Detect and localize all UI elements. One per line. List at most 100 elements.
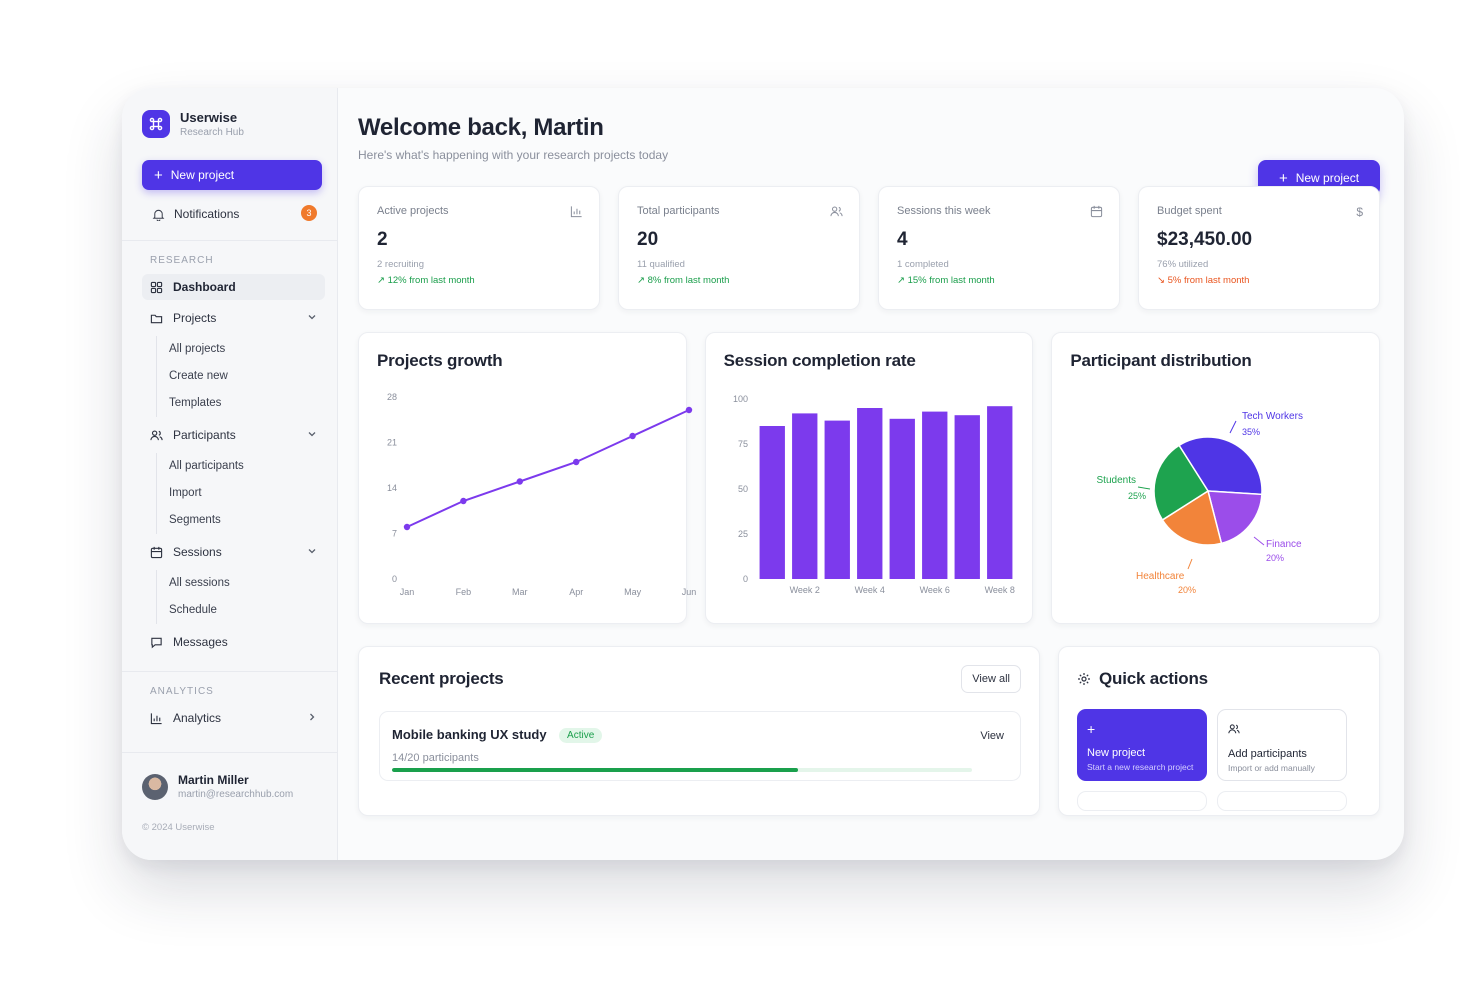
quick-action-sub: Start a new research project bbox=[1087, 762, 1194, 772]
sidebar: Userwise Research Hub + New project Noti… bbox=[122, 88, 338, 860]
sidebar-item-messages[interactable]: Messages bbox=[142, 629, 325, 655]
sidebar-new-project-label: New project bbox=[170, 168, 235, 182]
y-tick-label: 100 bbox=[733, 394, 748, 404]
participant-distribution-title: Participant distribution bbox=[1070, 351, 1252, 370]
subnav-import[interactable]: Import bbox=[169, 487, 202, 499]
data-point bbox=[685, 406, 693, 414]
x-tick-label: Jun bbox=[682, 587, 697, 597]
bar bbox=[921, 411, 948, 579]
users-icon bbox=[830, 206, 843, 217]
stat-sub: 1 completed bbox=[897, 259, 949, 270]
stat-value: 20 bbox=[637, 229, 659, 250]
quick-action-placeholder[interactable] bbox=[1217, 791, 1347, 811]
session-completion-card: Session completion rate 0 25 50 75 100 Week 2… bbox=[704, 332, 1034, 624]
project-view-link[interactable]: View bbox=[980, 730, 1004, 742]
subnav-schedule[interactable]: Schedule bbox=[169, 604, 217, 616]
projects-subnav: All projects Create new Templates bbox=[156, 336, 325, 417]
quick-action-title: Add participants bbox=[1228, 748, 1307, 760]
y-tick-label: 0 bbox=[743, 574, 748, 584]
subnav-segments[interactable]: Segments bbox=[169, 514, 221, 526]
stat-title: Budget spent bbox=[1157, 205, 1222, 217]
quick-action-sub: Import or add manually bbox=[1228, 763, 1315, 773]
slice-label: Finance bbox=[1266, 539, 1302, 550]
stat-card-total-participants[interactable]: Total participants 20 11 qualified ↗ 8% … bbox=[618, 186, 860, 310]
stats-row: Active projects 2 2 recruiting ↗ 12% fro… bbox=[358, 186, 1380, 310]
stat-sub: 2 recruiting bbox=[377, 259, 424, 270]
data-point bbox=[629, 432, 636, 440]
subnav-templates[interactable]: Templates bbox=[169, 397, 222, 409]
sidebar-new-project-button[interactable]: + New project bbox=[142, 160, 322, 190]
sidebar-item-sessions-label: Sessions bbox=[173, 545, 222, 559]
subnav-all-projects[interactable]: All projects bbox=[169, 343, 226, 355]
bar bbox=[889, 418, 915, 579]
slice-value: 20% bbox=[1266, 553, 1284, 563]
dollar-icon: $ bbox=[1356, 205, 1363, 219]
quick-actions-grid: + New project Start a new research proje… bbox=[1077, 709, 1363, 781]
project-name: Mobile banking UX study bbox=[392, 727, 547, 742]
notifications-button[interactable]: Notifications 3 bbox=[142, 202, 325, 226]
x-tick-label: Week 2 bbox=[789, 585, 819, 595]
session-completion-title: Session completion rate bbox=[723, 351, 916, 370]
projects-growth-title: Projects growth bbox=[377, 351, 503, 370]
stat-value: 4 bbox=[897, 229, 908, 250]
chevron-right-icon[interactable] bbox=[307, 712, 317, 722]
quick-actions-card: Quick actions + New project Start a new … bbox=[1058, 646, 1380, 816]
brand[interactable]: Userwise Research Hub bbox=[142, 110, 325, 138]
x-tick-label: Feb bbox=[456, 587, 472, 597]
project-row[interactable]: Mobile banking UX study Active 14/20 par… bbox=[379, 711, 1021, 781]
quick-add-participants-button[interactable]: Add participants Import or add manually bbox=[1217, 709, 1347, 781]
sidebar-item-projects[interactable]: Projects bbox=[142, 305, 325, 331]
project-participants: 14/20 participants bbox=[392, 752, 479, 764]
sidebar-item-sessions[interactable]: Sessions bbox=[142, 539, 325, 565]
subnav-all-sessions[interactable]: All sessions bbox=[169, 577, 230, 589]
bar-chart-icon bbox=[570, 206, 582, 218]
sidebar-item-dashboard[interactable]: Dashboard bbox=[142, 274, 325, 300]
app-window: Userwise Research Hub + New project Noti… bbox=[122, 88, 1404, 860]
pie-slice bbox=[1161, 489, 1223, 546]
chevron-down-icon[interactable] bbox=[307, 429, 317, 439]
chevron-down-icon[interactable] bbox=[307, 312, 317, 322]
stat-card-active-projects[interactable]: Active projects 2 2 recruiting ↗ 12% fro… bbox=[358, 186, 600, 310]
y-tick-label: 50 bbox=[738, 484, 748, 494]
projects-growth-card: Projects growth 0 7 14 21 28 Jan Feb Mar Apr May J… bbox=[358, 332, 696, 624]
recent-projects-title: Recent projects bbox=[379, 669, 504, 688]
calendar-icon bbox=[150, 546, 163, 558]
data-point bbox=[573, 458, 580, 466]
plus-icon: + bbox=[1278, 169, 1288, 187]
user-profile[interactable]: Martin Miller martin@researchhub.com bbox=[142, 773, 317, 800]
grid-icon bbox=[150, 281, 163, 293]
sidebar-item-participants[interactable]: Participants bbox=[142, 422, 325, 448]
participants-subnav: All participants Import Segments bbox=[156, 453, 325, 534]
x-tick-label: Week 4 bbox=[854, 585, 884, 595]
pie-slice bbox=[1153, 444, 1210, 521]
leader-line bbox=[1138, 486, 1151, 490]
x-tick-label: Week 6 bbox=[919, 585, 949, 595]
y-tick-label: 7 bbox=[392, 529, 397, 539]
stat-value: 2 bbox=[377, 229, 388, 250]
gear-icon bbox=[1078, 673, 1090, 685]
view-all-button[interactable]: View all bbox=[961, 665, 1021, 693]
bar bbox=[759, 426, 785, 579]
user-name: Martin Miller bbox=[178, 773, 249, 787]
analytics-section-label: ANALYTICS bbox=[150, 686, 214, 697]
quick-new-project-button[interactable]: + New project Start a new research proje… bbox=[1077, 709, 1207, 781]
chevron-down-icon[interactable] bbox=[307, 546, 317, 556]
quick-action-placeholder[interactable] bbox=[1077, 791, 1207, 811]
y-tick-label: 14 bbox=[387, 483, 397, 493]
stat-card-budget-spent[interactable]: Budget spent $ $23,450.00 76% utilized ↘… bbox=[1138, 186, 1380, 310]
bar bbox=[954, 415, 980, 579]
sidebar-item-analytics[interactable]: Analytics bbox=[142, 705, 325, 731]
sidebar-item-projects-label: Projects bbox=[173, 311, 217, 325]
stat-trend: ↘ 5% from last month bbox=[1157, 275, 1250, 286]
subnav-create-new[interactable]: Create new bbox=[169, 370, 228, 382]
sidebar-item-analytics-label: Analytics bbox=[173, 711, 222, 725]
subnav-all-participants[interactable]: All participants bbox=[169, 460, 244, 472]
brand-name: Userwise bbox=[180, 110, 238, 125]
y-tick-label: 21 bbox=[387, 438, 397, 448]
stat-card-sessions-week[interactable]: Sessions this week 4 1 completed ↗ 15% f… bbox=[878, 186, 1120, 310]
quick-actions-header: Quick actions bbox=[1077, 669, 1363, 689]
message-icon bbox=[151, 637, 162, 648]
bar bbox=[791, 413, 818, 579]
x-tick-label: Apr bbox=[569, 587, 583, 597]
main-content: Welcome back, Martin Here's what's happe… bbox=[338, 88, 1404, 860]
